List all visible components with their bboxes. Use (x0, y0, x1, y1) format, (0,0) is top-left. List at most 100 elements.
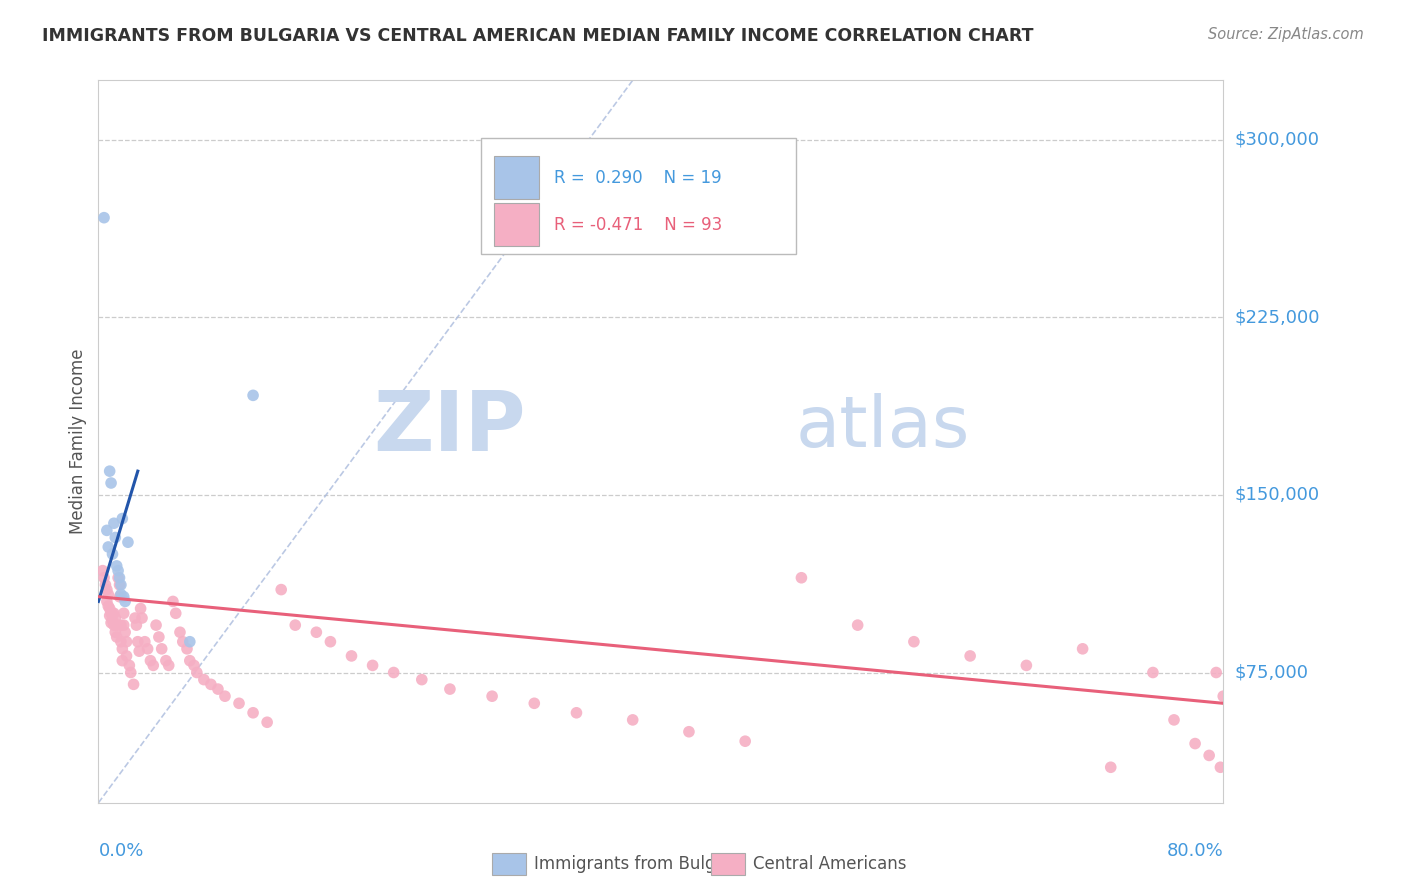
Point (319, 634, 342, 648)
Point (361, 658, 384, 673)
Point (139, 654, 162, 668)
Point (108, 571, 131, 585)
FancyBboxPatch shape (481, 138, 796, 253)
Point (103, 516, 125, 531)
Point (411, 673, 433, 687)
Text: Immigrants from Bulgaria: Immigrants from Bulgaria (534, 855, 747, 873)
Point (96, 582, 118, 597)
Point (284, 618, 307, 632)
Point (105, 630, 128, 644)
Point (94, 578, 117, 592)
Point (1071, 641, 1094, 656)
Point (131, 611, 153, 625)
Point (97, 540, 120, 554)
Point (96, 594, 118, 608)
Point (97, 599, 120, 614)
Point (1205, 665, 1227, 680)
Point (790, 571, 813, 585)
Point (101, 547, 124, 561)
Point (97, 587, 120, 601)
Point (142, 658, 165, 673)
Point (179, 654, 201, 668)
Point (270, 582, 292, 597)
Text: Source: ZipAtlas.com: Source: ZipAtlas.com (1208, 27, 1364, 42)
Point (93, 571, 115, 585)
Point (148, 630, 170, 644)
Point (128, 644, 150, 658)
Point (155, 654, 177, 668)
Point (98, 464, 121, 478)
FancyBboxPatch shape (492, 854, 526, 875)
Point (120, 665, 142, 680)
Point (621, 713, 644, 727)
Point (172, 634, 194, 648)
Text: $300,000: $300,000 (1234, 130, 1319, 148)
Point (98, 601, 121, 615)
Point (382, 665, 405, 680)
Point (734, 734, 756, 748)
Point (439, 682, 461, 697)
Point (100, 475, 122, 490)
Point (110, 578, 132, 592)
Text: ZIP: ZIP (374, 386, 526, 467)
Point (103, 607, 125, 621)
Point (100, 607, 122, 621)
Point (157, 658, 180, 673)
Point (101, 607, 124, 621)
Text: $225,000: $225,000 (1234, 308, 1320, 326)
Point (228, 696, 250, 710)
Point (117, 535, 139, 549)
Text: atlas: atlas (796, 392, 970, 461)
Point (1209, 760, 1232, 774)
Point (162, 594, 184, 608)
Point (340, 648, 363, 663)
Text: $75,000: $75,000 (1234, 664, 1309, 681)
Point (207, 682, 229, 697)
Text: 80.0%: 80.0% (1167, 842, 1223, 860)
Point (179, 634, 201, 648)
Point (110, 634, 132, 648)
Point (104, 611, 127, 625)
Point (110, 587, 132, 601)
Point (186, 665, 208, 680)
Point (105, 618, 128, 632)
Point (256, 715, 278, 730)
Text: 0.0%: 0.0% (98, 842, 143, 860)
Point (111, 654, 134, 668)
Point (111, 511, 134, 525)
Point (96, 524, 118, 538)
Point (169, 625, 191, 640)
FancyBboxPatch shape (495, 203, 540, 246)
Point (118, 658, 141, 673)
Point (104, 625, 127, 640)
Point (1184, 737, 1206, 751)
Point (127, 634, 149, 648)
Point (111, 641, 134, 656)
Point (112, 607, 135, 621)
Point (101, 614, 124, 628)
FancyBboxPatch shape (495, 156, 540, 200)
Point (104, 531, 127, 545)
Point (481, 689, 503, 703)
Point (108, 578, 131, 592)
Point (107, 571, 129, 585)
Text: Central Americans: Central Americans (754, 855, 907, 873)
Point (114, 625, 136, 640)
Point (93, 211, 115, 225)
Point (176, 641, 198, 656)
Y-axis label: Median Family Income: Median Family Income (69, 349, 87, 534)
Point (150, 641, 173, 656)
Point (115, 634, 138, 648)
Point (678, 724, 700, 739)
Point (1015, 658, 1038, 673)
Point (1142, 665, 1164, 680)
Point (129, 601, 152, 615)
Text: R = -0.471    N = 93: R = -0.471 N = 93 (554, 216, 723, 234)
Point (565, 706, 588, 720)
Text: $150,000: $150,000 (1234, 486, 1319, 504)
Point (1212, 689, 1234, 703)
Point (91, 564, 114, 578)
Point (110, 618, 132, 632)
Text: IMMIGRANTS FROM BULGARIA VS CENTRAL AMERICAN MEDIAN FAMILY INCOME CORRELATION CH: IMMIGRANTS FROM BULGARIA VS CENTRAL AMER… (42, 27, 1033, 45)
Point (846, 618, 869, 632)
